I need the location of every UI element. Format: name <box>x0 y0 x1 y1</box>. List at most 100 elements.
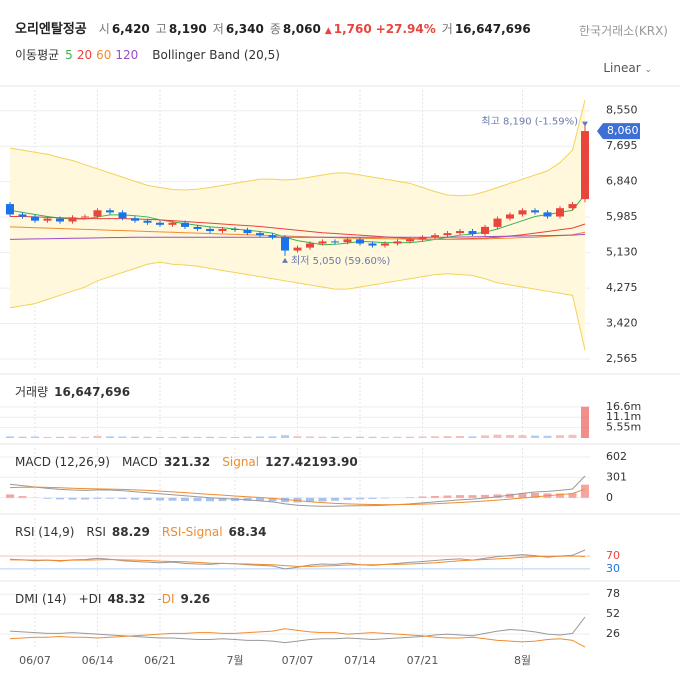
volume-bar <box>493 434 502 438</box>
histogram-bar <box>143 497 152 501</box>
y-tick-label: 30 <box>606 562 620 575</box>
volume-bar <box>168 436 177 438</box>
x-tick-label: 06/21 <box>144 654 176 667</box>
candle-body <box>181 222 189 227</box>
series-name: RSI-Signal <box>162 525 223 539</box>
candle-body <box>493 218 502 227</box>
field-label: 고 <box>155 22 167 36</box>
volume-readout: 16,647,696 <box>54 385 130 399</box>
indicator-legend: 이동평균 5 20 60 120 Bollinger Band (20,5) <box>15 46 284 63</box>
histogram-bar <box>81 497 89 500</box>
histogram-bar <box>556 493 564 498</box>
histogram-bar <box>343 497 352 500</box>
volume-bar <box>468 436 477 438</box>
quote-header: 오리엔탈정공 시 6,420 고 8,190 저 6,340 종 8,060 ▲ 1,760 +27.… <box>15 18 531 37</box>
candle-body <box>6 204 14 215</box>
volume-bar <box>181 436 189 438</box>
moving-average <box>10 216 586 240</box>
y-tick-label: 11.1m <box>606 410 641 423</box>
histogram-bar <box>368 497 377 499</box>
x-tick-label: 07/21 <box>407 654 439 667</box>
up-arrow: ▲ <box>324 26 332 36</box>
field-label: 시 <box>98 22 110 36</box>
candle-body <box>43 218 52 221</box>
y-tick-label: 5,130 <box>606 246 638 259</box>
volume-bar <box>306 436 314 438</box>
volume-bar <box>506 435 514 438</box>
field-value: 8,190 <box>168 22 207 36</box>
panel-title: MACD (12,26,9) MACD 321.32 Signal 127.42193.… <box>15 455 358 469</box>
candle-body <box>468 231 477 234</box>
series-name: RSI <box>86 525 106 539</box>
indicator-line <box>10 555 586 567</box>
histogram-bar <box>431 495 439 498</box>
candle-body <box>118 212 127 219</box>
histogram-bar <box>331 497 339 501</box>
candle-body <box>306 243 314 248</box>
ma-period: 20 <box>76 48 93 62</box>
volume-bar <box>356 436 364 438</box>
volume-bar <box>256 436 264 438</box>
histogram-bar <box>518 493 527 498</box>
y-tick-label: 0 <box>606 491 613 504</box>
histogram-bar <box>106 497 114 499</box>
volume-bar <box>293 436 302 438</box>
volume-label: 거 <box>441 22 453 36</box>
histogram-bar <box>118 497 127 500</box>
candle-body <box>456 231 464 234</box>
histogram-bar <box>418 496 427 498</box>
histogram-bar <box>506 493 514 498</box>
scale-label[interactable]: Linear <box>603 61 641 75</box>
histogram-bar <box>93 497 102 499</box>
indicator-line <box>9 475 586 507</box>
indicator-line <box>9 549 586 570</box>
candle-body <box>243 229 252 234</box>
y-tick-label: 78 <box>606 587 620 600</box>
candle-body <box>256 233 264 236</box>
stock-name: 오리엔탈정공 <box>15 22 87 37</box>
readout: 48.32 <box>107 592 145 606</box>
annotation-arrow <box>582 121 588 127</box>
y-tick-label: 26 <box>606 627 620 640</box>
y-tick-label: 8,550 <box>606 104 638 117</box>
volume-bar <box>131 436 139 438</box>
readout: 68.34 <box>229 525 267 539</box>
volume-bar <box>406 436 414 438</box>
volume-bar <box>331 436 339 438</box>
candle-body <box>106 210 114 213</box>
histogram-bar <box>181 497 189 501</box>
y-tick-label: 7,695 <box>606 139 638 152</box>
candle-body <box>293 247 302 251</box>
ma-period: 120 <box>115 48 139 62</box>
histogram-bar <box>581 484 589 498</box>
y-tick-label: 16.6m <box>606 400 641 413</box>
scale-selector[interactable]: Linear ⌄ <box>603 61 652 75</box>
panel-name: RSI (14,9) <box>15 525 74 539</box>
volume-bar <box>43 436 52 438</box>
histogram-bar <box>306 497 314 503</box>
panel-title: 거래량 16,647,696 <box>15 385 130 399</box>
histogram-bar <box>318 497 327 502</box>
candle-body <box>531 210 539 213</box>
y-tick-label: 5,985 <box>606 210 638 223</box>
y-tick-label: 3,420 <box>606 317 638 330</box>
volume-bar <box>381 436 389 438</box>
indicator-line <box>9 486 586 506</box>
volume-bar <box>556 435 564 438</box>
candle-body <box>581 131 589 200</box>
histogram-bar <box>206 497 214 502</box>
candle-body <box>156 222 164 225</box>
annotation: 최저 5,050 (59.60%) <box>291 255 390 267</box>
candle-body <box>131 218 139 221</box>
volume-bar <box>193 436 202 438</box>
candle-body <box>93 210 102 217</box>
bollinger-fill <box>10 99 585 351</box>
series-name: -DI <box>157 592 174 606</box>
histogram-bar <box>218 497 227 502</box>
candle-body <box>368 243 377 246</box>
candle-body <box>381 243 389 246</box>
y-tick-label: 2,565 <box>606 352 638 365</box>
volume-bar <box>393 436 402 438</box>
candle-body <box>481 226 489 234</box>
